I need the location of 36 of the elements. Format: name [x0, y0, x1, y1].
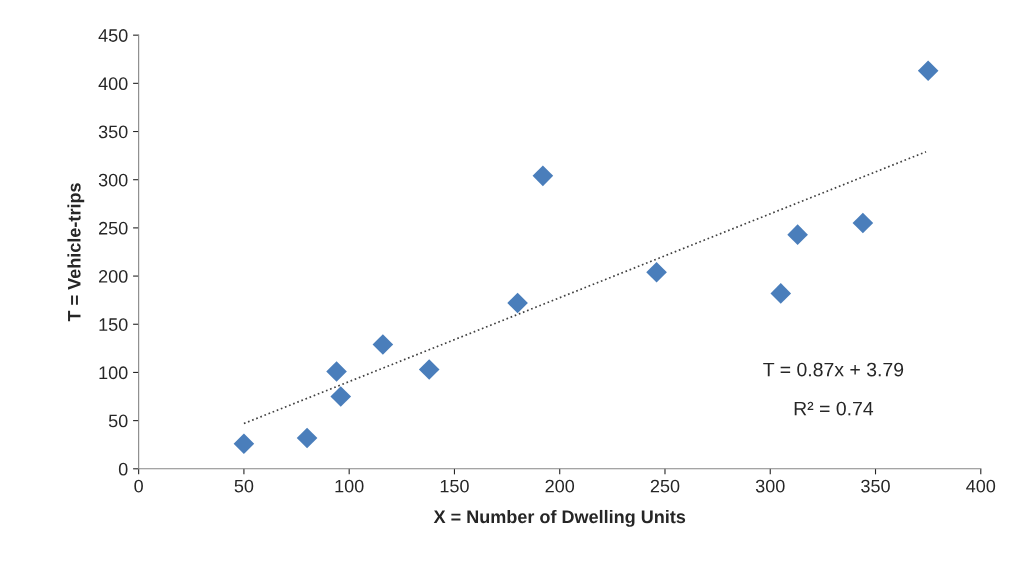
- point: [233, 433, 255, 455]
- x-tick-label: 150: [440, 479, 469, 493]
- annotation: R² = 0.74: [794, 401, 874, 416]
- x-tick-label: 400: [966, 479, 996, 493]
- x-tick-label: 100: [335, 479, 364, 493]
- point: [787, 224, 808, 245]
- point: [646, 261, 667, 283]
- point: [296, 427, 318, 449]
- annotation: T = 0.87x + 3.79: [763, 362, 904, 377]
- x-tick-label: 300: [755, 479, 785, 493]
- y-tick-label: 150: [99, 318, 128, 331]
- point: [326, 361, 347, 382]
- y-tick-label: 300: [98, 173, 128, 187]
- x-tick-label: 250: [650, 479, 680, 493]
- point: [507, 292, 528, 314]
- point: [330, 386, 352, 407]
- point: [852, 212, 874, 234]
- x-tick-label: 350: [861, 479, 890, 493]
- x-tick-label: 200: [545, 479, 575, 493]
- point: [917, 60, 939, 82]
- y-tick-label: 250: [99, 221, 128, 235]
- y-tick-label: 200: [99, 270, 128, 283]
- point: [532, 165, 554, 187]
- y-axis-title: T = Vehicle-trips: [67, 183, 85, 322]
- point: [770, 283, 792, 304]
- y-tick-label: 100: [99, 366, 128, 380]
- y-tick-label: 0: [118, 462, 128, 476]
- y-tick-label: 350: [98, 125, 128, 139]
- y-tick-label: 400: [98, 77, 128, 91]
- point: [418, 359, 440, 380]
- y-tick-label: 450: [98, 29, 128, 42]
- x-tick-label: 0: [134, 479, 143, 493]
- x-axis-title: X = Number of Dwelling Units: [433, 509, 686, 527]
- y-tick-label: 50: [108, 414, 128, 428]
- point: [372, 334, 394, 355]
- x-tick-label: 50: [234, 479, 254, 493]
